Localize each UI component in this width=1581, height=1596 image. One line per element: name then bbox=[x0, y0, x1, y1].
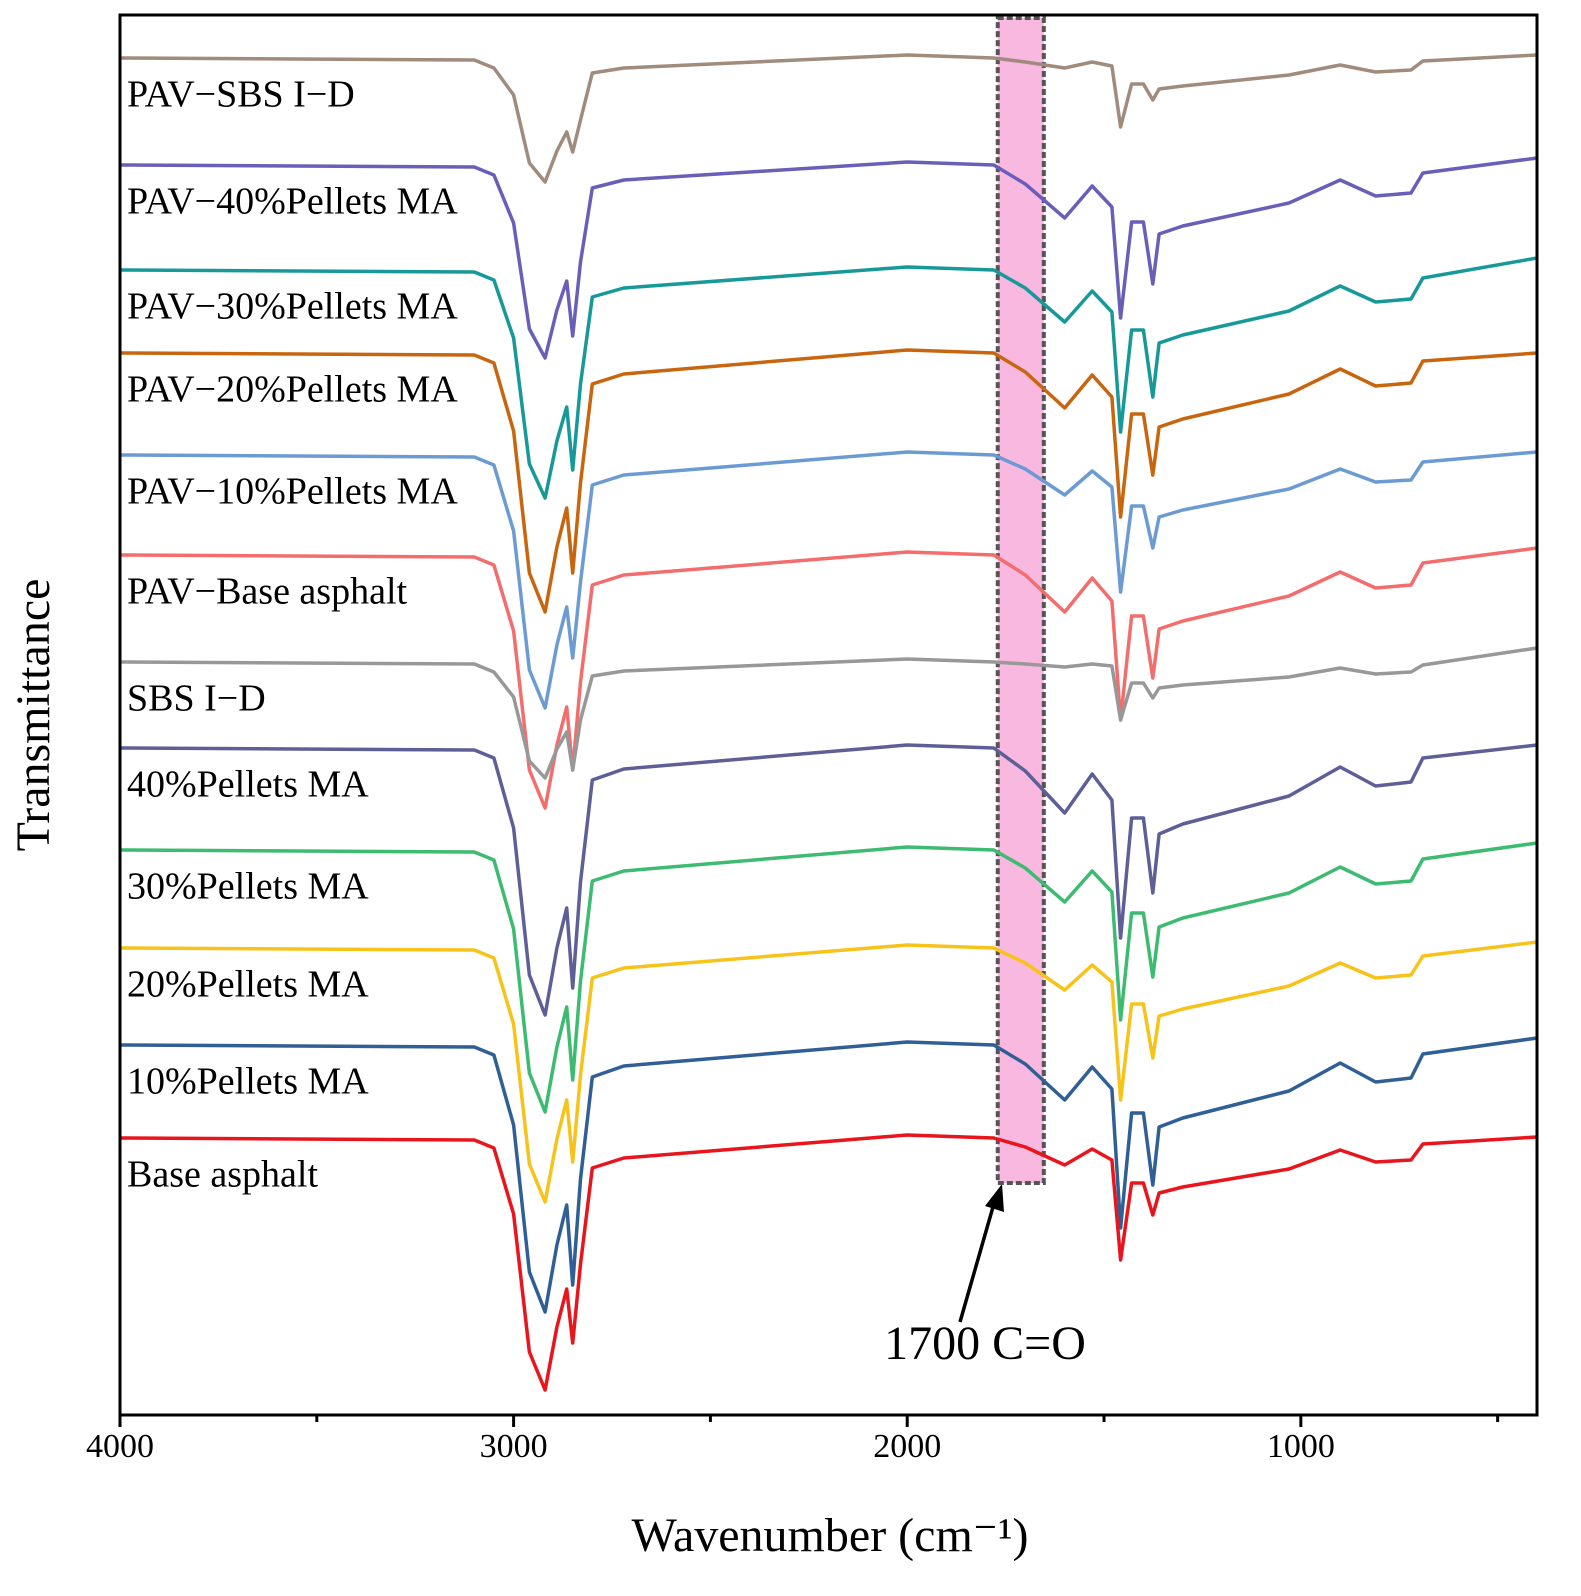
x-tick-label: 2000 bbox=[873, 1428, 941, 1465]
spectrum-line bbox=[119, 1036, 1538, 1314]
series-label: PAV−20%Pellets MA bbox=[127, 369, 458, 411]
x-axis-title: Wavenumber (cm⁻¹) bbox=[631, 1509, 1028, 1562]
x-tick-label: 3000 bbox=[480, 1428, 548, 1465]
spectrum-line bbox=[119, 348, 1538, 614]
series-label: PAV−10%Pellets MA bbox=[127, 471, 458, 513]
spectrum-line bbox=[119, 450, 1538, 710]
spectrum-line bbox=[119, 743, 1538, 1017]
x-tick-label: 4000 bbox=[86, 1428, 154, 1465]
series-label: 30%Pellets MA bbox=[127, 866, 369, 908]
spectrum-line bbox=[119, 546, 1538, 810]
series-label: PAV−SBS I−D bbox=[127, 74, 355, 116]
series-label: Base asphalt bbox=[127, 1154, 318, 1196]
y-axis-title: Transmittance bbox=[7, 579, 60, 852]
spectrum-line bbox=[119, 841, 1538, 1114]
series-label: 20%Pellets MA bbox=[127, 964, 369, 1006]
series-label: 40%Pellets MA bbox=[127, 764, 369, 806]
spectrum-line bbox=[119, 156, 1538, 360]
annotation: 1700 C=O bbox=[884, 1317, 1086, 1370]
series-label: PAV−40%Pellets MA bbox=[127, 181, 458, 223]
series-label: 10%Pellets MA bbox=[127, 1061, 369, 1103]
spectrum-line bbox=[119, 646, 1538, 780]
x-tick-label: 1000 bbox=[1267, 1428, 1335, 1465]
spectrum-line bbox=[119, 940, 1538, 1204]
series-label: SBS I−D bbox=[127, 678, 266, 720]
annotation-arrow bbox=[958, 1199, 997, 1323]
plot-frame bbox=[118, 13, 1539, 1417]
spectrum-line bbox=[119, 53, 1538, 184]
spectrum-line bbox=[119, 256, 1538, 500]
arrow-head bbox=[985, 1184, 1004, 1212]
series-label: PAV−30%Pellets MA bbox=[127, 286, 458, 328]
highlight-band bbox=[995, 16, 1046, 1185]
series-label: PAV−Base asphalt bbox=[127, 571, 408, 613]
spectrum-line bbox=[119, 1133, 1538, 1392]
